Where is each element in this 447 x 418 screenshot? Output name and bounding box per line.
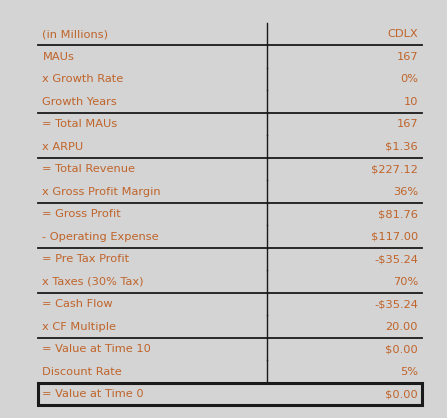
Text: x Taxes (30% Tax): x Taxes (30% Tax) bbox=[42, 277, 144, 287]
Text: Growth Years: Growth Years bbox=[42, 97, 117, 107]
Text: 20.00: 20.00 bbox=[385, 322, 418, 332]
Text: $0.00: $0.00 bbox=[385, 344, 418, 354]
Text: $0.00: $0.00 bbox=[385, 389, 418, 399]
Text: $117.00: $117.00 bbox=[371, 232, 418, 242]
Text: = Value at Time 0: = Value at Time 0 bbox=[42, 389, 144, 399]
Text: = Pre Tax Profit: = Pre Tax Profit bbox=[42, 254, 130, 264]
Text: $1.36: $1.36 bbox=[385, 142, 418, 152]
Text: 167: 167 bbox=[396, 119, 418, 129]
Text: Discount Rate: Discount Rate bbox=[42, 367, 122, 377]
Text: = Cash Flow: = Cash Flow bbox=[42, 299, 113, 309]
Text: = Total Revenue: = Total Revenue bbox=[42, 164, 135, 174]
Text: -$35.24: -$35.24 bbox=[374, 254, 418, 264]
Text: 167: 167 bbox=[396, 52, 418, 62]
Text: 36%: 36% bbox=[393, 187, 418, 197]
Text: x CF Multiple: x CF Multiple bbox=[42, 322, 117, 332]
Text: 70%: 70% bbox=[393, 277, 418, 287]
Text: CDLX: CDLX bbox=[387, 29, 418, 39]
Text: x ARPU: x ARPU bbox=[42, 142, 84, 152]
Text: x Growth Rate: x Growth Rate bbox=[42, 74, 124, 84]
Text: = Value at Time 10: = Value at Time 10 bbox=[42, 344, 152, 354]
Text: 10: 10 bbox=[404, 97, 418, 107]
Text: - Operating Expense: - Operating Expense bbox=[42, 232, 159, 242]
Text: MAUs: MAUs bbox=[42, 52, 74, 62]
Text: $227.12: $227.12 bbox=[371, 164, 418, 174]
Text: $81.76: $81.76 bbox=[378, 209, 418, 219]
Text: (in Millions): (in Millions) bbox=[42, 29, 109, 39]
Text: 5%: 5% bbox=[400, 367, 418, 377]
Text: -$35.24: -$35.24 bbox=[374, 299, 418, 309]
Bar bbox=[38, 383, 422, 405]
Text: 0%: 0% bbox=[400, 74, 418, 84]
Text: = Total MAUs: = Total MAUs bbox=[42, 119, 118, 129]
Text: x Gross Profit Margin: x Gross Profit Margin bbox=[42, 187, 161, 197]
Text: = Gross Profit: = Gross Profit bbox=[42, 209, 121, 219]
